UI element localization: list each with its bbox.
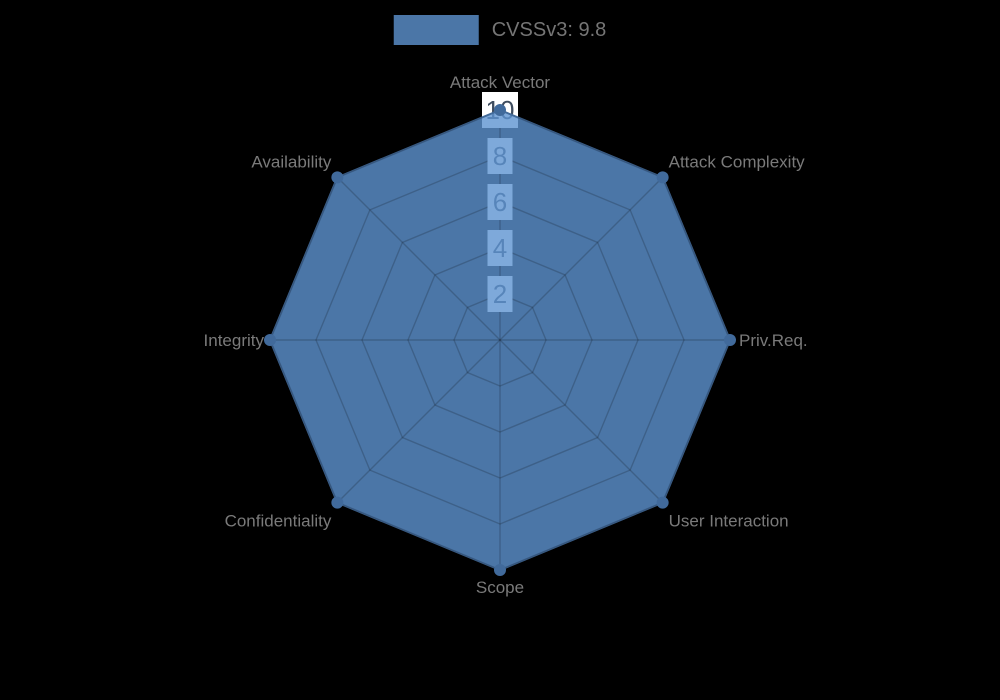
category-label: User Interaction xyxy=(669,512,789,531)
vertex-marker[interactable] xyxy=(724,334,736,346)
grid-spoke xyxy=(336,176,501,341)
category-label: Confidentiality xyxy=(225,512,332,531)
vertex-marker[interactable] xyxy=(264,334,276,346)
category-label: Integrity xyxy=(204,331,265,350)
vertex-marker[interactable] xyxy=(656,496,669,509)
grid-ring xyxy=(361,201,639,479)
grid-spoke xyxy=(336,339,501,504)
vertex-marker[interactable] xyxy=(331,496,344,509)
category-label: Availability xyxy=(251,152,332,171)
vertex-markers xyxy=(264,104,736,576)
legend[interactable]: CVSSv3: 9.8 xyxy=(393,15,607,45)
legend-label: CVSSv3: 9.8 xyxy=(491,19,607,41)
vertex-marker[interactable] xyxy=(494,564,506,576)
grid-ring xyxy=(407,247,593,433)
grid-ring xyxy=(315,155,685,525)
grid-ring xyxy=(453,293,547,387)
vertex-marker[interactable] xyxy=(494,104,506,116)
vertex-marker[interactable] xyxy=(656,171,669,184)
category-label: Priv.Req. xyxy=(739,331,808,350)
legend-swatch xyxy=(393,15,479,45)
category-label: Attack Complexity xyxy=(669,152,806,171)
category-label: Scope xyxy=(476,578,524,597)
category-label: Attack Vector xyxy=(450,73,550,92)
vertex-marker[interactable] xyxy=(331,171,344,184)
grid-spoke xyxy=(499,339,664,504)
grid-spoke xyxy=(499,176,664,341)
category-labels: Attack Vector Attack Complexity Priv.Req. U… xyxy=(204,73,808,597)
